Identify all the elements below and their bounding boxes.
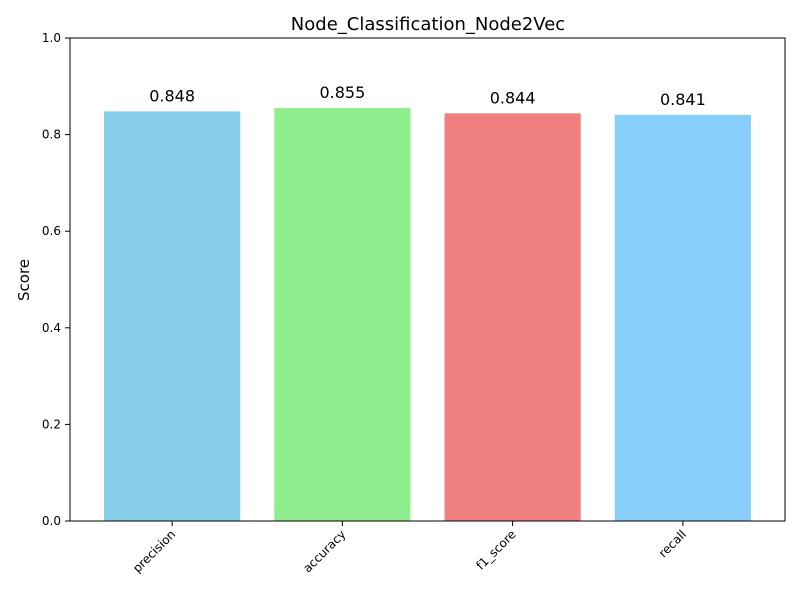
bar-value-label: 0.855 bbox=[319, 83, 365, 102]
bar-value-label: 0.848 bbox=[149, 86, 195, 105]
y-tick-label: 0.8 bbox=[42, 128, 61, 142]
bar-f1-score bbox=[444, 113, 581, 521]
bar-precision bbox=[104, 111, 241, 522]
y-tick-label: 0.4 bbox=[42, 321, 61, 335]
chart-title: Node_Classification_Node2Vec bbox=[291, 14, 565, 35]
bar-value-label: 0.841 bbox=[660, 90, 706, 109]
y-tick-label: 0.0 bbox=[42, 514, 61, 528]
y-axis-label: Score bbox=[15, 259, 33, 301]
plot-frame bbox=[69, 37, 786, 522]
y-tick-label: 1.0 bbox=[42, 31, 61, 45]
x-tick-label: recall bbox=[656, 527, 689, 560]
bar-accuracy bbox=[274, 108, 411, 521]
x-tick-label: f1_score bbox=[473, 527, 518, 572]
y-tick-label: 0.2 bbox=[42, 417, 61, 431]
bar-value-label: 0.844 bbox=[490, 88, 536, 107]
bar-recall bbox=[614, 114, 751, 522]
plot-area: 0.848 precision 0.855 accuracy 0.844 f1_score… bbox=[42, 31, 786, 575]
x-tick-label: precision bbox=[130, 527, 178, 575]
y-tick-label: 0.6 bbox=[42, 224, 61, 238]
x-tick-label: accuracy bbox=[300, 527, 348, 575]
